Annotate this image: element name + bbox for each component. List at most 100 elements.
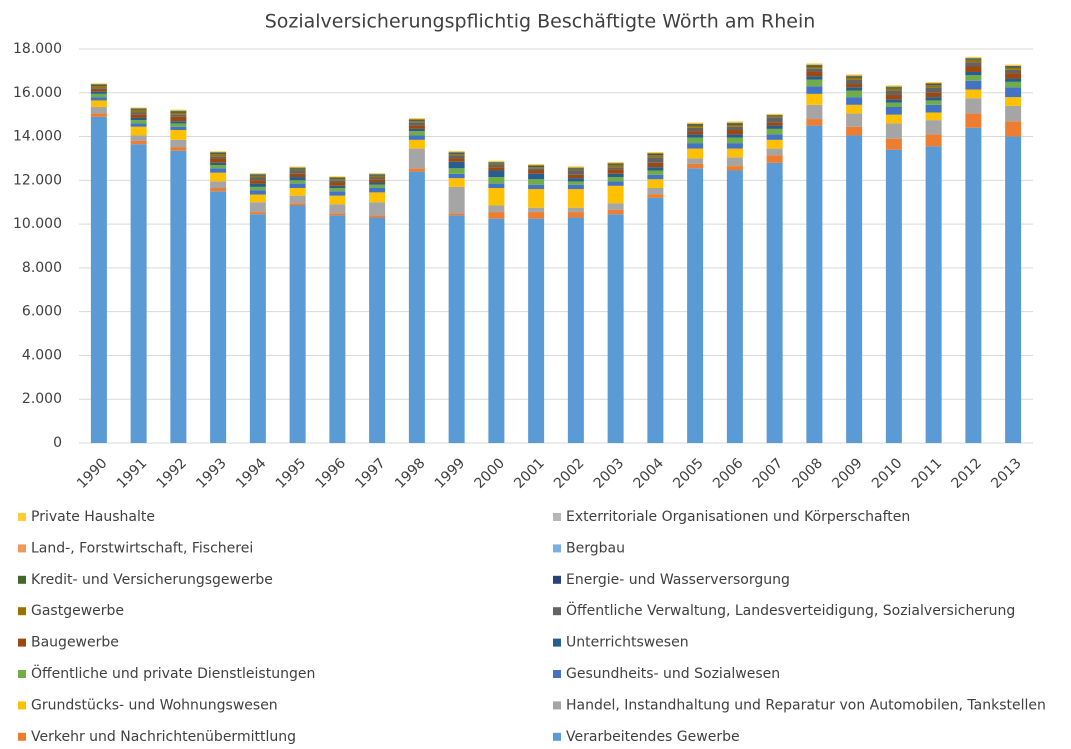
bar-segment [250, 187, 266, 190]
bar-segment [926, 84, 942, 85]
bar-segment [528, 185, 544, 189]
bar-segment [767, 129, 783, 134]
bar-segment [647, 163, 663, 167]
bar-segment [767, 116, 783, 117]
bar-segment [170, 127, 186, 130]
bar-segment [568, 181, 584, 184]
bar-segment [926, 146, 942, 443]
bar-segment [91, 83, 107, 84]
bar-segment [886, 150, 902, 443]
y-tick-label: 14.000 [13, 129, 62, 145]
bar-segment [687, 126, 703, 128]
bar-segment [886, 88, 902, 89]
bar-segment [210, 188, 226, 191]
bar-segment [409, 172, 425, 443]
bar-segment [687, 168, 703, 443]
bar-segment [846, 97, 862, 105]
bar-segment [1005, 68, 1021, 70]
bar-segment [329, 188, 345, 191]
bar-segment [608, 163, 624, 164]
bar-segment [727, 138, 743, 143]
bar-segment [767, 115, 783, 116]
bar-segment [250, 212, 266, 214]
legend-swatch [18, 607, 26, 615]
bar-segment [568, 175, 584, 178]
x-tick-label: 1992 [154, 455, 191, 492]
bar-segment [806, 67, 822, 69]
bar-segment [528, 168, 544, 170]
bar-segment [886, 88, 902, 90]
bar-segment [488, 161, 504, 162]
bar-segment [568, 170, 584, 174]
bar-segment [926, 120, 942, 134]
bar-segment [846, 127, 862, 136]
bar-segment [369, 175, 385, 176]
bar-segment [528, 208, 544, 212]
bar-segment [886, 91, 902, 95]
bar-segment [210, 158, 226, 162]
bar-segment [250, 175, 266, 176]
bar-segment [131, 141, 147, 144]
bar-segment [91, 89, 107, 91]
bar-segment [886, 99, 902, 102]
bar-segment [210, 191, 226, 443]
bar-segment [846, 77, 862, 79]
bar-segment [91, 100, 107, 107]
bar-segment [528, 212, 544, 219]
bar-segment [727, 166, 743, 170]
bar-segment [369, 218, 385, 443]
bar-segment [846, 84, 862, 87]
bar-segment [488, 163, 504, 164]
bar-segment [806, 63, 822, 64]
bar-segment [488, 184, 504, 188]
bar-segment [329, 204, 345, 213]
bar-segment [846, 91, 862, 98]
legend-swatch [553, 544, 561, 552]
bar-segment [1005, 73, 1021, 78]
legend-label: Baugewerbe [31, 635, 119, 651]
bar-segment [687, 138, 703, 143]
bar-segment [210, 165, 226, 168]
bar-segment [806, 80, 822, 87]
bar-segment [886, 103, 902, 107]
bar-segment [727, 124, 743, 125]
bar-segment [727, 123, 743, 124]
bar-segment [568, 168, 584, 169]
legend-swatch [553, 670, 561, 678]
bar-segment [409, 121, 425, 122]
bar-segment [488, 162, 504, 163]
bar-segment [608, 214, 624, 443]
bar-segment [806, 119, 822, 126]
bar-segment [449, 158, 465, 161]
x-tick-label: 1999 [432, 455, 469, 492]
bar-segment [210, 173, 226, 182]
bar-segment [409, 126, 425, 129]
bar-segment [131, 110, 147, 111]
bar-segment [846, 135, 862, 443]
bar-segment [727, 127, 743, 130]
bar-segment [329, 191, 345, 195]
legend-swatch [553, 513, 561, 521]
bar-segment [687, 164, 703, 168]
x-tick-label: 2010 [869, 455, 906, 492]
legend-label: Unterrichtswesen [566, 635, 689, 651]
bar-segment [647, 153, 663, 154]
bar-segment [647, 152, 663, 153]
legend-label: Handel, Instandhaltung und Reparatur von… [566, 697, 1046, 713]
bar-segment [806, 69, 822, 72]
bar-segment [449, 155, 465, 158]
x-tick-label: 2008 [790, 455, 827, 492]
bar-segment [329, 179, 345, 180]
bar-segment [528, 167, 544, 168]
x-tick-label: 2006 [710, 455, 747, 492]
legend-swatch [553, 576, 561, 584]
bar-segment [369, 176, 385, 177]
bar-segment [568, 212, 584, 217]
bar-segment [290, 203, 306, 205]
bar-segment [170, 111, 186, 112]
x-tick-label: 1990 [74, 455, 111, 492]
bar-segment [449, 153, 465, 154]
bar-segment [329, 176, 345, 177]
bar-segment [1005, 70, 1021, 73]
